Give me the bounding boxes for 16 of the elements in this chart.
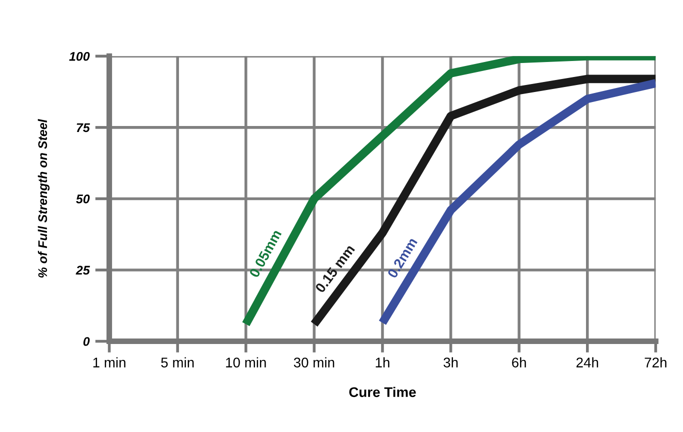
- x-tick-label: 1h: [376, 357, 390, 368]
- x-tick-label: 1 min: [93, 357, 126, 368]
- y-tick-label: 25: [76, 266, 90, 275]
- y-tick-label: 100: [69, 52, 90, 61]
- x-tick-label: 30 min: [294, 357, 334, 368]
- x-axis-title: Cure Time: [349, 386, 416, 398]
- x-tick-label: 3h: [444, 357, 458, 368]
- x-tick-label: 10 min: [226, 357, 266, 368]
- x-tick-label: 72h: [644, 357, 666, 368]
- y-tick-label: 75: [76, 123, 90, 132]
- y-axis-title: % of Full Strength on Steel: [38, 118, 50, 278]
- y-tick-label: 50: [76, 194, 90, 204]
- y-tick-label: 0: [83, 337, 90, 346]
- x-tick-label: 6h: [512, 357, 526, 368]
- x-tick-label: 24h: [576, 357, 598, 368]
- x-tick-label: 5 min: [161, 357, 194, 368]
